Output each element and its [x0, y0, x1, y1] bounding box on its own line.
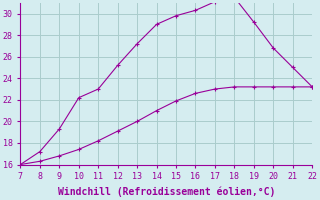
- X-axis label: Windchill (Refroidissement éolien,°C): Windchill (Refroidissement éolien,°C): [58, 187, 275, 197]
